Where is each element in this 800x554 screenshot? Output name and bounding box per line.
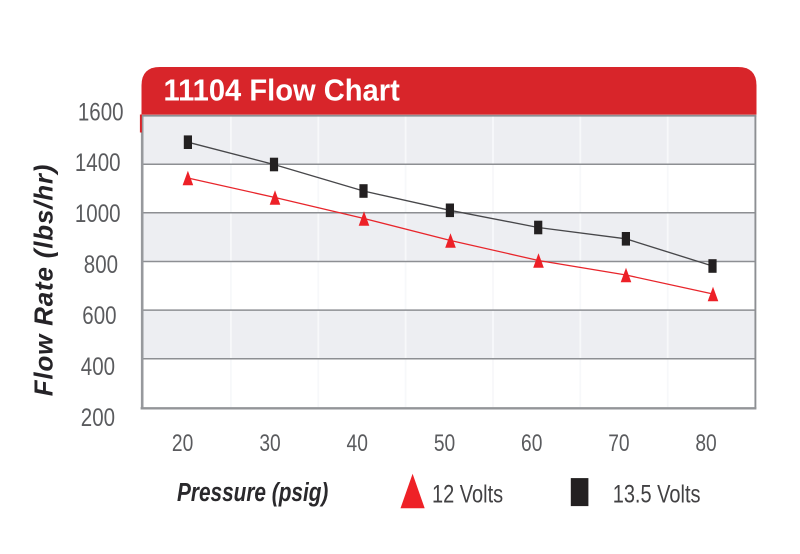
svg-text:60: 60 bbox=[521, 429, 542, 457]
svg-text:Flow Rate (lbs/hr): Flow Rate (lbs/hr) bbox=[29, 164, 59, 397]
svg-text:70: 70 bbox=[608, 429, 629, 457]
svg-text:600: 600 bbox=[82, 301, 116, 329]
svg-text:800: 800 bbox=[84, 250, 118, 278]
svg-text:80: 80 bbox=[695, 429, 716, 457]
svg-text:1400: 1400 bbox=[75, 148, 121, 176]
svg-text:200: 200 bbox=[81, 403, 115, 431]
svg-text:30: 30 bbox=[259, 429, 280, 457]
svg-text:1000: 1000 bbox=[75, 199, 121, 227]
svg-text:13.5 Volts: 13.5 Volts bbox=[613, 481, 701, 509]
svg-text:20: 20 bbox=[172, 429, 193, 457]
svg-text:1600: 1600 bbox=[78, 98, 124, 126]
svg-text:12 Volts: 12 Volts bbox=[432, 481, 503, 509]
svg-text:11104 Flow Chart: 11104 Flow Chart bbox=[163, 74, 399, 108]
svg-text:Pressure (psig): Pressure (psig) bbox=[177, 478, 328, 507]
svg-text:400: 400 bbox=[81, 352, 115, 380]
svg-text:40: 40 bbox=[347, 429, 368, 457]
svg-text:50: 50 bbox=[434, 429, 455, 457]
